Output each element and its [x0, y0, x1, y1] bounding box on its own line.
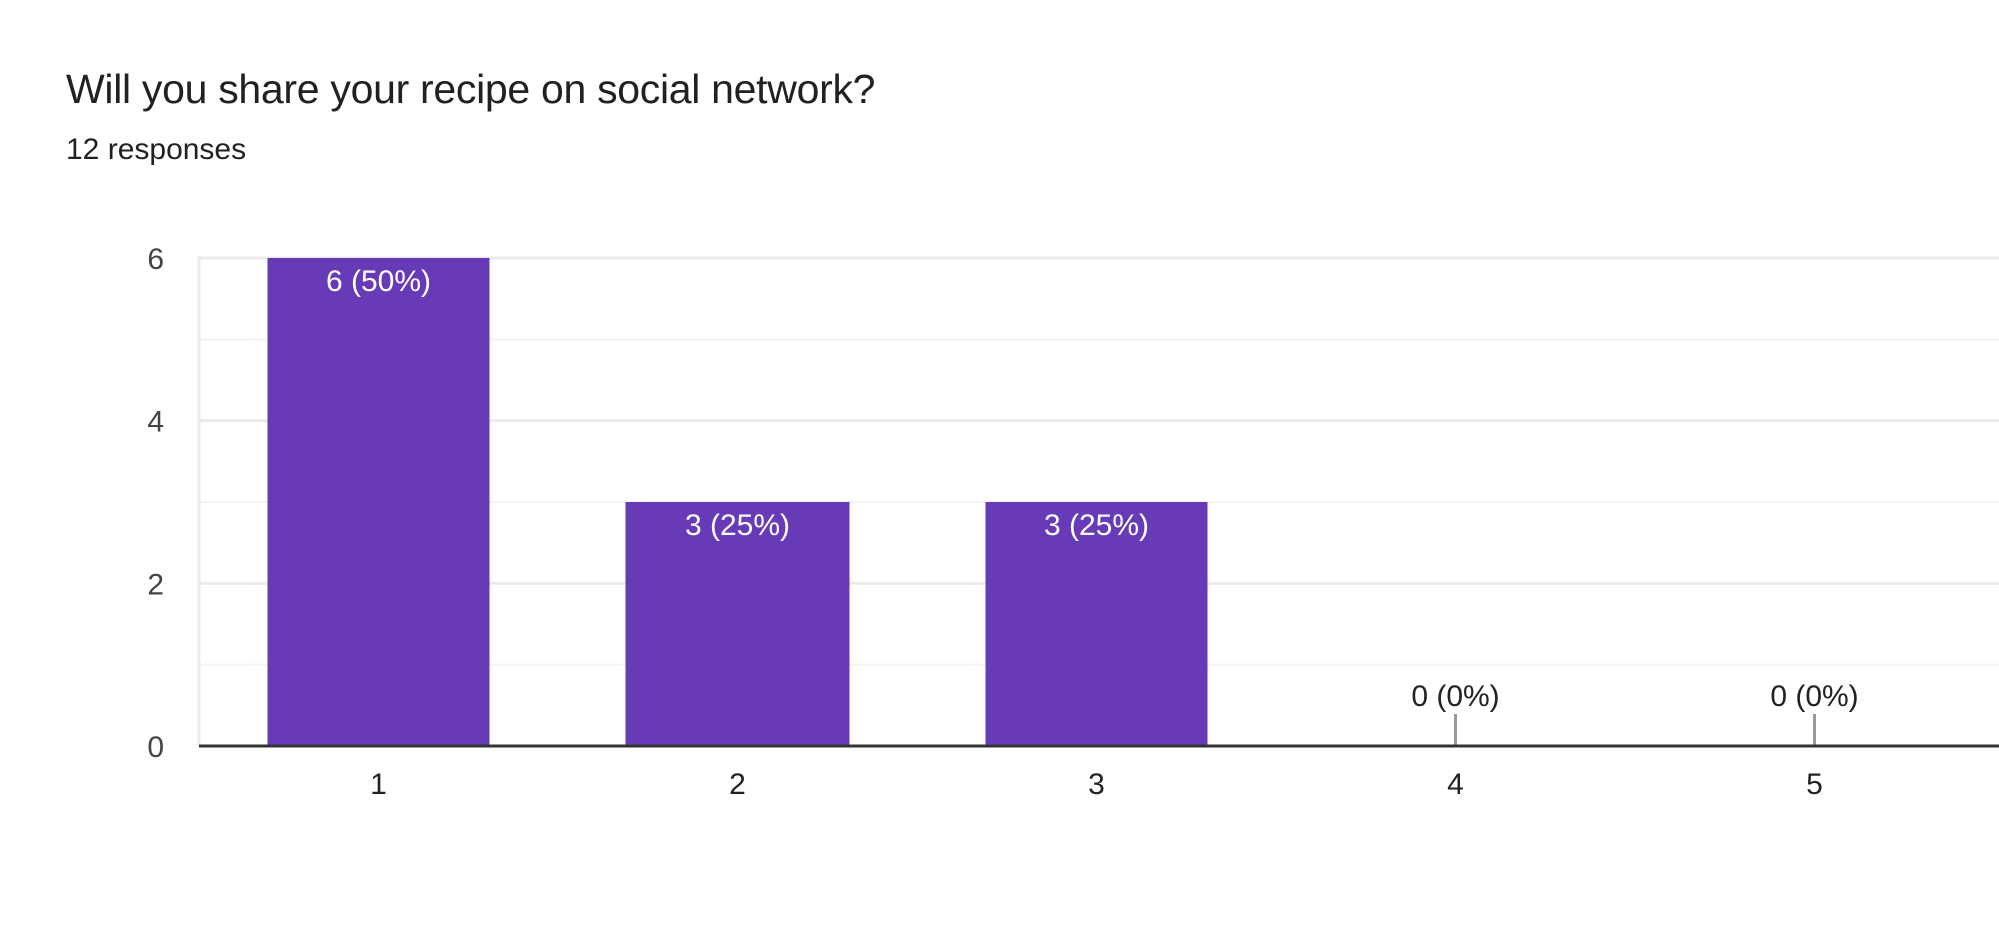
- x-category-label: 1: [370, 768, 387, 801]
- bar-value-label: 0 (0%): [1411, 680, 1499, 713]
- grid-layer: [197, 256, 1999, 746]
- x-category-label: 3: [1088, 768, 1105, 801]
- bar-1[interactable]: [267, 258, 490, 746]
- bar-3[interactable]: [985, 502, 1208, 746]
- x-category-label: 5: [1806, 768, 1823, 801]
- bar-layer: [267, 258, 1816, 746]
- question-title: Will you share your recipe on social net…: [66, 66, 876, 112]
- x-category-label: 2: [729, 768, 746, 801]
- label-layer: 0 2 4 6 6 (50%) 1 3 (25%) 2 3 (25%) 3 0 (0%) 4 0 (0%…: [147, 243, 1858, 801]
- x-category-label: 4: [1447, 768, 1464, 801]
- bar-value-label: 6 (50%): [326, 265, 431, 298]
- y-tick-label: 4: [147, 406, 164, 439]
- bar-value-label: 3 (25%): [1044, 509, 1149, 542]
- bar-value-label: 0 (0%): [1770, 680, 1858, 713]
- bar-value-label: 3 (25%): [685, 509, 790, 542]
- bar-2[interactable]: [625, 502, 850, 746]
- response-count: 12 responses: [66, 133, 247, 166]
- y-tick-label: 2: [147, 568, 164, 601]
- y-tick-label: 0: [147, 731, 164, 764]
- y-tick-label: 6: [147, 243, 164, 276]
